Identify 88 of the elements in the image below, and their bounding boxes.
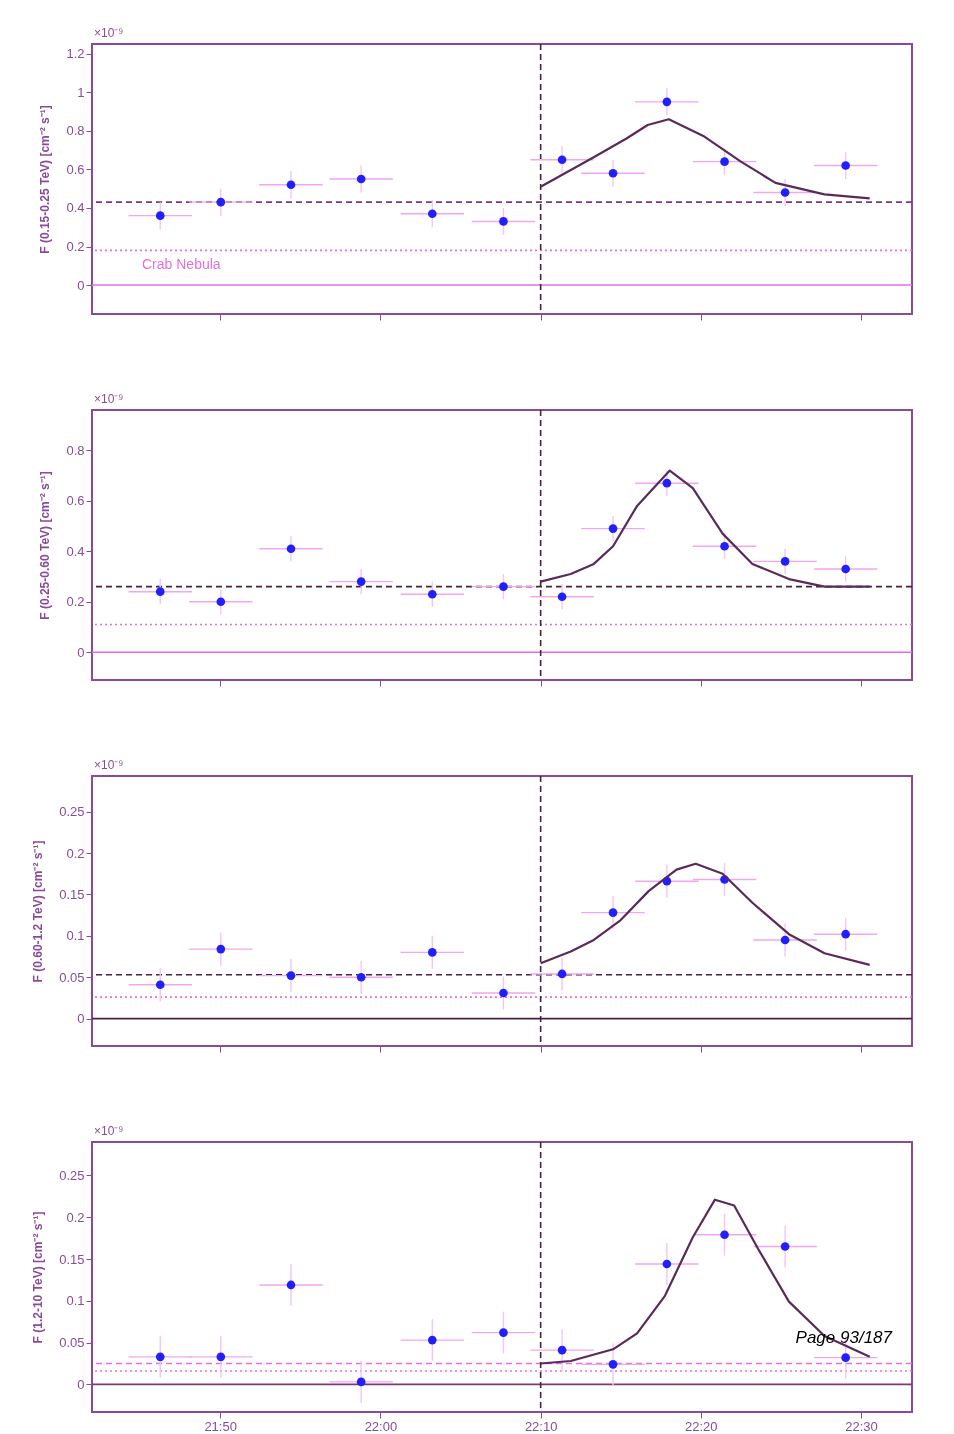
point — [841, 1353, 850, 1362]
annotation: Page 93/187 — [795, 1328, 893, 1347]
point — [557, 1345, 567, 1355]
y-tick-label: 0.05 — [59, 969, 85, 985]
y-tick-label: 0.2 — [66, 1209, 85, 1225]
point — [427, 1335, 437, 1345]
point — [427, 589, 437, 599]
point — [356, 174, 366, 184]
point — [608, 908, 618, 917]
y-tick-label: 0.25 — [59, 804, 85, 820]
point — [356, 1377, 366, 1387]
point — [608, 168, 618, 178]
y-tick-label: 0 — [77, 1011, 85, 1027]
point — [557, 592, 567, 602]
point — [720, 541, 729, 551]
y-axis-title: F (0.60-1.2 TeV) [cm⁻² s⁻¹] — [31, 840, 46, 983]
y-tick-label: 0.4 — [66, 200, 85, 216]
point — [780, 557, 790, 566]
y-axis-title: F (0.25-0.60 TeV) [cm⁻² s⁻¹] — [38, 471, 53, 620]
line-series — [539, 862, 871, 966]
y-tick-label: 0.1 — [66, 1293, 85, 1309]
x-tick-label: 22:20 — [685, 1418, 718, 1434]
y-tick-label: 0.2 — [66, 594, 85, 610]
text: ×10⁻⁹ — [94, 758, 124, 772]
y-tick-label: 0 — [77, 644, 85, 660]
point — [662, 478, 672, 488]
point — [841, 161, 850, 170]
point — [841, 929, 850, 939]
y-axis-title: F (0.15-0.25 TeV) [cm⁻² s⁻¹] — [38, 105, 53, 254]
line-series — [539, 469, 871, 588]
text: ×10⁻⁹ — [94, 26, 124, 40]
point — [499, 582, 508, 591]
y-tick-label: 0.4 — [66, 543, 85, 559]
y-tick-label: 0.25 — [59, 1167, 85, 1183]
x-tick-label: 21:50 — [204, 1418, 237, 1434]
y-tick-label: 0.05 — [59, 1335, 85, 1351]
point — [216, 944, 226, 954]
y-tick-label: 0.6 — [66, 493, 85, 509]
y-axis-title: F (1.2-10 TeV) [cm⁻² s⁻¹] — [31, 1211, 46, 1344]
x-tick-label: 22:00 — [364, 1418, 398, 1434]
point — [155, 587, 165, 596]
y-tick-label: 0.8 — [66, 442, 85, 458]
x-tick-label: 22:30 — [845, 1418, 878, 1434]
text: ×10⁻⁹ — [94, 392, 124, 406]
point — [286, 544, 296, 554]
point — [155, 211, 165, 220]
point — [427, 948, 437, 957]
point — [780, 935, 790, 945]
point — [720, 157, 729, 166]
y-tick-label: 1 — [77, 84, 85, 100]
point — [216, 1352, 226, 1362]
y-tick-label: 0.8 — [66, 123, 85, 139]
point — [841, 564, 850, 574]
y-tick-label: 0.15 — [59, 1251, 85, 1267]
point — [608, 1360, 618, 1369]
y-tick-label: 0.6 — [66, 161, 85, 177]
line-series — [539, 118, 871, 200]
y-tick-label: 0.2 — [66, 239, 85, 254]
point — [155, 980, 165, 990]
point — [216, 597, 226, 607]
point — [720, 1230, 729, 1240]
y-tick-label: 1.2 — [66, 46, 85, 62]
point — [155, 1352, 165, 1362]
point — [286, 180, 296, 190]
y-tick-label: 0 — [77, 277, 85, 293]
y-tick-label: 0.1 — [66, 928, 85, 944]
point — [216, 197, 226, 207]
text: ×10⁻⁹ — [94, 1124, 124, 1138]
point — [356, 577, 366, 586]
point — [662, 97, 672, 107]
point — [499, 988, 508, 998]
point — [780, 1242, 790, 1251]
point — [286, 971, 296, 980]
x-tick-label: 22:10 — [524, 1418, 558, 1434]
point — [557, 969, 567, 979]
y-tick-label: 0.15 — [59, 886, 85, 902]
y-tick-label: 0 — [77, 1376, 85, 1392]
point — [286, 1280, 296, 1290]
ref-line-label: Crab Nebula — [142, 256, 221, 273]
point — [662, 1259, 672, 1269]
point — [499, 1328, 508, 1337]
point — [780, 188, 790, 197]
point — [427, 209, 437, 219]
y-tick-label: 0.2 — [66, 845, 85, 861]
point — [499, 217, 508, 226]
point — [557, 155, 567, 165]
point — [356, 972, 366, 982]
point — [608, 524, 618, 533]
